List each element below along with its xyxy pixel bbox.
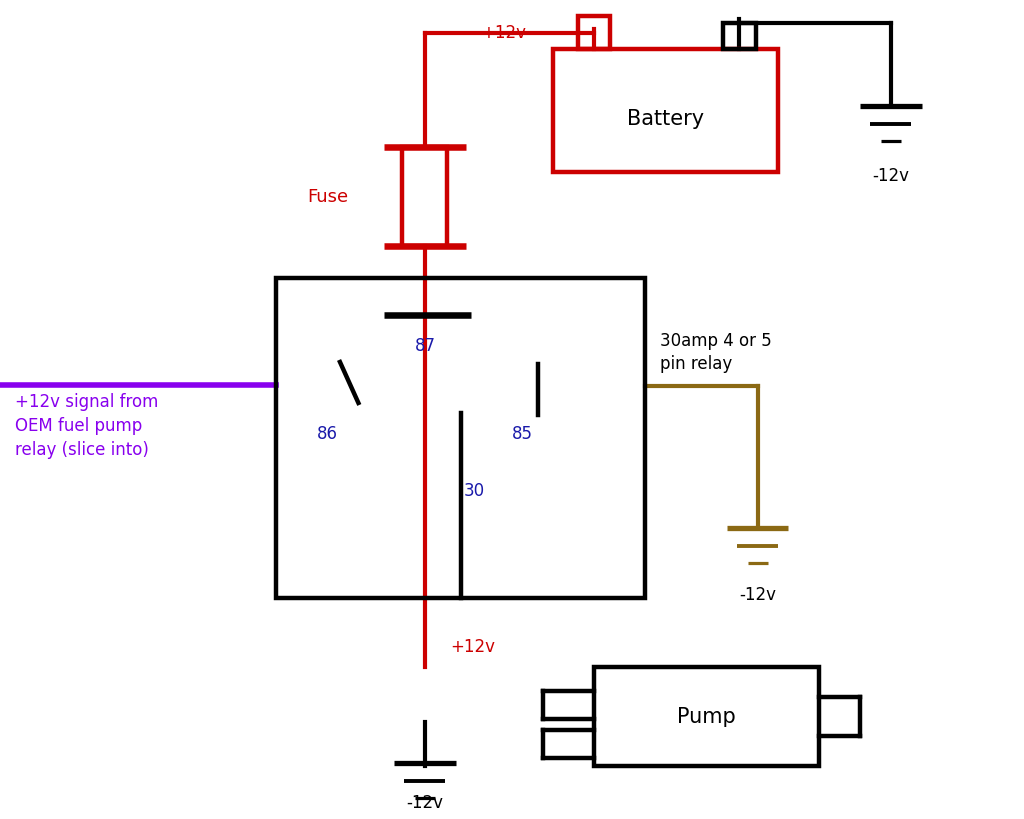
Text: 86: 86: [317, 425, 338, 443]
Text: 30: 30: [464, 482, 485, 500]
Text: 30amp 4 or 5
pin relay: 30amp 4 or 5 pin relay: [660, 332, 772, 373]
Text: Fuse: Fuse: [307, 188, 348, 206]
Text: 85: 85: [512, 425, 532, 443]
Text: Pump: Pump: [677, 707, 736, 726]
Text: +12v: +12v: [481, 24, 526, 42]
Text: Battery: Battery: [627, 109, 705, 129]
Text: -12v: -12v: [739, 586, 776, 604]
Text: -12v: -12v: [407, 794, 443, 812]
Text: 87: 87: [415, 337, 435, 355]
Text: -12v: -12v: [872, 167, 909, 185]
Text: +12v signal from
OEM fuel pump
relay (slice into): +12v signal from OEM fuel pump relay (sl…: [15, 392, 159, 459]
Text: +12v: +12v: [451, 638, 496, 656]
